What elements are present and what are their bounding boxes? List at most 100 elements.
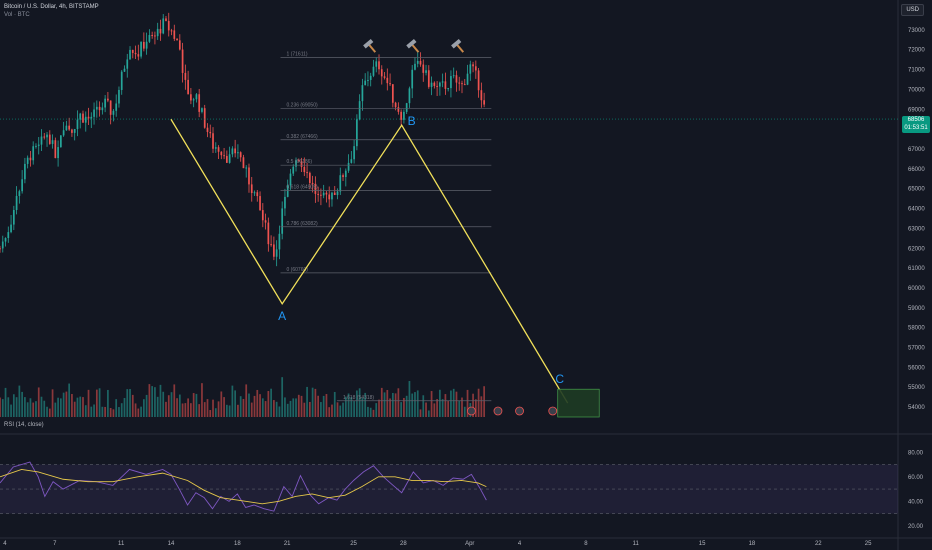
- candle-body: [248, 167, 250, 185]
- candle-body: [416, 60, 419, 64]
- candle-body: [425, 70, 427, 73]
- volume-bar: [317, 395, 320, 417]
- volume-bar: [436, 399, 438, 417]
- volume-bar: [95, 389, 98, 417]
- volume-bar: [4, 387, 7, 417]
- volume-bar: [90, 406, 93, 417]
- candle-body: [82, 113, 84, 123]
- target-zone: [557, 388, 600, 418]
- volume-bar: [165, 401, 167, 417]
- candle-body: [419, 60, 422, 65]
- candle-body: [356, 119, 358, 147]
- volume-bar: [339, 405, 342, 417]
- candle-body: [225, 155, 228, 163]
- volume-bar: [170, 392, 173, 417]
- volume-bar: [297, 394, 300, 417]
- candle-body: [342, 175, 344, 178]
- candle-body: [181, 49, 184, 73]
- volume-bar: [405, 395, 408, 417]
- volume-bar: [220, 391, 223, 417]
- rsi-tick-label: 20.00: [908, 524, 924, 530]
- volume-bar: [325, 394, 328, 417]
- volume-bar: [71, 394, 73, 417]
- candle-body: [358, 101, 361, 120]
- rsi-ma-line: [0, 468, 487, 505]
- candle-body: [295, 160, 297, 167]
- volume-bar: [333, 391, 336, 417]
- volume-bar: [427, 410, 430, 417]
- volume-bar: [403, 397, 405, 417]
- candle-body: [29, 157, 32, 161]
- volume-bar: [364, 392, 367, 417]
- hammer-icon: [451, 38, 465, 53]
- volume-bar: [347, 393, 350, 417]
- volume-bar: [37, 387, 40, 417]
- volume-bar: [43, 400, 46, 417]
- candle-body: [21, 179, 23, 192]
- candle-body: [245, 167, 248, 169]
- volume-bar: [10, 404, 12, 417]
- currency-button[interactable]: USD: [901, 4, 924, 16]
- candle-body: [57, 147, 59, 159]
- candle-body: [184, 72, 187, 80]
- candle-body: [231, 148, 234, 155]
- volume-bar: [480, 396, 483, 417]
- candle-body: [112, 110, 115, 115]
- candle-body: [46, 134, 48, 138]
- volume-bar: [433, 403, 436, 417]
- candle-body: [154, 35, 156, 37]
- candle-body: [394, 102, 397, 108]
- price-tick-label: 56000: [908, 365, 925, 371]
- volume-bar: [84, 405, 87, 417]
- candle-body: [140, 41, 142, 57]
- candle-body: [190, 94, 192, 101]
- candle-body: [411, 69, 414, 89]
- candle-body: [408, 88, 411, 104]
- candle-body: [284, 196, 286, 209]
- time-tick-label: 4: [518, 541, 522, 547]
- candle-body: [198, 94, 201, 112]
- volume-bar: [466, 389, 469, 417]
- candle-body: [7, 232, 10, 239]
- candle-body: [452, 75, 455, 77]
- volume-bar: [239, 396, 242, 417]
- candle-body: [151, 34, 154, 36]
- candle-body: [314, 183, 317, 194]
- time-tick-label: 15: [699, 541, 706, 547]
- candle-body: [286, 185, 289, 197]
- volume-bar: [372, 409, 375, 417]
- rsi-label[interactable]: RSI (14, close): [4, 422, 44, 428]
- candle-body: [62, 130, 65, 136]
- fib-level-label: 0.618 (64905): [287, 185, 318, 191]
- volume-bar: [397, 388, 400, 417]
- candle-body: [436, 85, 438, 87]
- volume-bar: [342, 402, 344, 417]
- fib-level-label: 0 (60760): [287, 267, 309, 273]
- event-flag-icon: [515, 406, 524, 416]
- candle-body: [76, 119, 79, 130]
- time-tick-label: 28: [400, 541, 407, 547]
- candle-body: [325, 192, 328, 195]
- candle-body: [10, 224, 12, 233]
- price-tick-label: 55000: [908, 385, 925, 391]
- candle-body: [87, 116, 90, 119]
- candle-body: [68, 125, 71, 130]
- volume-bar: [98, 388, 101, 417]
- volume-bar: [292, 398, 295, 417]
- candle-body: [214, 147, 217, 149]
- candle-body: [237, 152, 239, 154]
- candle-body: [239, 152, 242, 158]
- time-tick-label: 7: [53, 541, 57, 547]
- symbol-title[interactable]: Bitcoin / U.S. Dollar, 4h, BITSTAMP: [4, 4, 99, 10]
- volume-bar: [68, 383, 71, 417]
- candle-body: [450, 76, 452, 89]
- candle-body: [54, 140, 57, 159]
- hammer-head: [363, 38, 374, 49]
- volume-bar: [206, 399, 209, 417]
- candle-body: [1, 241, 4, 249]
- time-tick-label: 25: [865, 541, 872, 547]
- candle-body: [209, 131, 212, 134]
- volume-bar: [261, 398, 264, 417]
